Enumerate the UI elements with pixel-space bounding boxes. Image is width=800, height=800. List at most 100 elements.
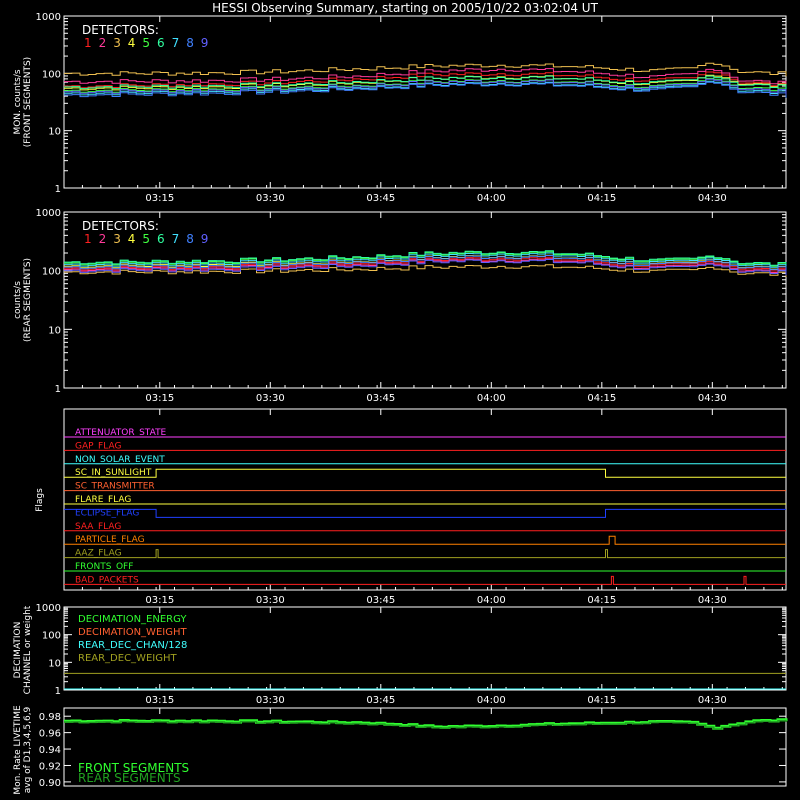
livetime-legend: FRONT SEGMENTS <box>78 761 189 775</box>
flag-label: PARTICLE_FLAG <box>75 535 145 545</box>
front-legend-number: 4 <box>128 36 136 50</box>
rear-legend-title: DETECTORS: <box>82 219 159 233</box>
decimation-panel-frame <box>63 606 787 691</box>
front-series-9 <box>64 78 787 95</box>
decimation-xtick-label: 04:00 <box>477 695 506 706</box>
front-xtick-label: 03:45 <box>366 193 395 204</box>
rear-xtick-label: 03:30 <box>256 393 285 404</box>
flags-xtick-label: 03:30 <box>256 595 285 606</box>
decimation-xtick-label: 03:30 <box>256 695 285 706</box>
plot-title: HESSI Observing Summary, starting on 200… <box>212 1 598 15</box>
front-ylabel: MON. counts/s(FRONT SEGMENTS) <box>13 57 33 147</box>
livetime-panel-frame <box>63 707 787 787</box>
rear-series-8 <box>64 255 787 272</box>
decimation-legend: REAR_DEC_CHAN/128 <box>78 640 187 651</box>
rear-legend-number: 9 <box>201 232 209 246</box>
front-ylabel-line: MON. counts/s <box>13 69 23 134</box>
flag-label: BAD_PACKETS <box>75 575 139 585</box>
livetime-ytick-label: 0.98 <box>39 712 61 723</box>
front-ylabel-line: (FRONT SEGMENTS) <box>23 57 33 147</box>
flags-xtick-label: 04:00 <box>477 595 506 606</box>
front-panel-frame <box>63 15 787 189</box>
flags-xtick-label: 04:15 <box>587 595 616 606</box>
decimation-ytick-label: 100 <box>42 631 61 642</box>
livetime-ylabel-line: avg of D1,3,4,5,6,9 <box>23 706 33 793</box>
front-xtick-label: 03:15 <box>145 193 174 204</box>
front-legend-number: 6 <box>157 36 165 50</box>
flags-panel-frame <box>63 408 787 591</box>
rear-series-9 <box>64 259 787 276</box>
flag-label: AAZ_FLAG <box>75 549 122 559</box>
rear-legend-number: 2 <box>99 232 107 246</box>
front-ytick-label: 10 <box>48 127 61 138</box>
livetime-ytick-label: 0.94 <box>39 745 61 756</box>
decimation-legend: DECIMATION_WEIGHT <box>78 627 187 638</box>
flag-label: NON_SOLAR_EVENT <box>75 455 165 465</box>
front-legend-number: 8 <box>186 36 194 50</box>
livetime-ylabel: Mon. Rate LIVETIMEavg of D1,3,4,5,6,9 <box>13 705 33 795</box>
front-ytick-label: 100 <box>42 69 61 80</box>
rear-series-6 <box>64 250 787 268</box>
front-legend-number: 9 <box>201 36 209 50</box>
rear-panel-frame <box>63 211 787 389</box>
rear-xtick-label: 04:30 <box>698 393 727 404</box>
front-xtick-label: 03:30 <box>256 193 285 204</box>
flag-label: SC_IN_SUNLIGHT <box>75 468 152 478</box>
flag-label: SAA_FLAG <box>75 522 121 532</box>
front-series-8 <box>64 81 787 98</box>
front-series-2 <box>64 68 787 86</box>
decimation-ytick-label: 1000 <box>36 603 61 614</box>
decimation-ylabel-line: CHANNEL or weight <box>23 605 33 694</box>
front-xtick-label: 04:15 <box>587 193 616 204</box>
livetime-legend: REAR SEGMENTS <box>78 771 181 785</box>
decimation-ytick-label: 10 <box>48 658 61 669</box>
front-legend-number: 1 <box>84 36 92 50</box>
front-legend-number: 5 <box>142 36 150 50</box>
livetime-ytick-label: 0.92 <box>39 761 61 772</box>
livetime-ylabel-line: Mon. Rate LIVETIME <box>13 705 23 795</box>
decimation-xtick-label: 04:30 <box>698 695 727 706</box>
flags-xtick-label: 04:30 <box>698 595 727 606</box>
flag-label: FRONTS_OFF <box>75 562 133 572</box>
livetime-ytick-label: 0.96 <box>39 729 61 740</box>
flags-ylabel: Flags <box>35 488 45 512</box>
rear-series-7 <box>64 252 787 270</box>
rear-xtick-label: 03:15 <box>145 393 174 404</box>
decimation-legend: DECIMATION_ENERGY <box>78 614 187 625</box>
decimation-xtick-label: 04:15 <box>587 695 616 706</box>
livetime-series-line <box>64 719 787 730</box>
flag-label: ECLIPSE_FLAG <box>75 508 139 518</box>
decimation-legend: REAR_DEC_WEIGHT <box>78 653 177 664</box>
front-ytick-label: 1 <box>55 184 61 195</box>
decimation-ytick-label: 1 <box>55 686 61 697</box>
front-series-6 <box>64 75 787 90</box>
flag-label: SC_TRANSMITTER <box>75 482 155 492</box>
front-legend-title: DETECTORS: <box>82 23 159 37</box>
rear-ylabel-line: counts/s <box>13 281 23 319</box>
panels-layer: 1000 100 10 1 03:15 03:30 03:45 04:00 04:15 04:30… <box>13 12 788 795</box>
rear-series-3 <box>64 264 787 277</box>
flag-label: ATTENUATOR_STATE <box>75 428 167 438</box>
flag-label: FLARE_FLAG <box>75 495 131 505</box>
flag-label: GAP_FLAG <box>75 441 121 451</box>
flags-xtick-label: 03:45 <box>366 595 395 606</box>
livetime-ytick-label: 0.90 <box>39 778 61 789</box>
front-legend-number: 2 <box>99 36 107 50</box>
rear-legend-number: 4 <box>128 232 136 246</box>
front-legend-number: 7 <box>172 36 180 50</box>
decimation-ylabel-line: DECIMATION <box>13 622 23 679</box>
flag-line-aaz_flag <box>64 549 786 559</box>
rear-ytick-label: 1000 <box>36 208 61 219</box>
decimation-ylabel: DECIMATIONCHANNEL or weight <box>13 605 33 694</box>
front-ytick-label: 1000 <box>36 12 61 23</box>
decimation-xtick-label: 03:45 <box>366 695 395 706</box>
rear-legend-number: 8 <box>186 232 194 246</box>
rear-legend-number: 5 <box>142 232 150 246</box>
front-series-3 <box>64 62 787 77</box>
rear-legend-number: 1 <box>84 232 92 246</box>
front-xtick-label: 04:30 <box>698 193 727 204</box>
rear-xtick-label: 04:00 <box>477 393 506 404</box>
front-xtick-label: 04:00 <box>477 193 506 204</box>
